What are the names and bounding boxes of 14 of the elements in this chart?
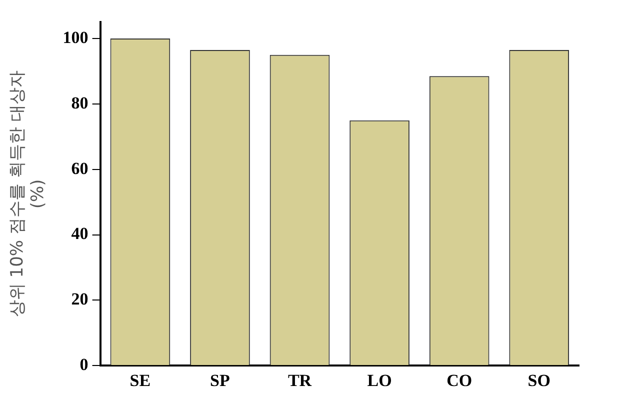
text: (%) (28, 179, 48, 209)
x-tick-label: LO (367, 371, 392, 390)
y-tick-label: 80 (71, 93, 88, 112)
x-tick-label: TR (288, 371, 312, 390)
x-tick-label: SP (210, 371, 230, 390)
text: 상위 10% 점수를 획득한 대상자 (8, 70, 28, 318)
x-tick-label: SO (528, 371, 550, 390)
x-tick-label: SE (130, 371, 151, 390)
y-tick-label: 20 (71, 290, 88, 309)
y-tick-label: 60 (71, 158, 88, 178)
y-tick-label: 0 (80, 354, 88, 374)
y-tick-label: 40 (71, 224, 88, 244)
x-tick-label: CO (446, 371, 472, 390)
y-tick-label: 100 (62, 28, 88, 47)
